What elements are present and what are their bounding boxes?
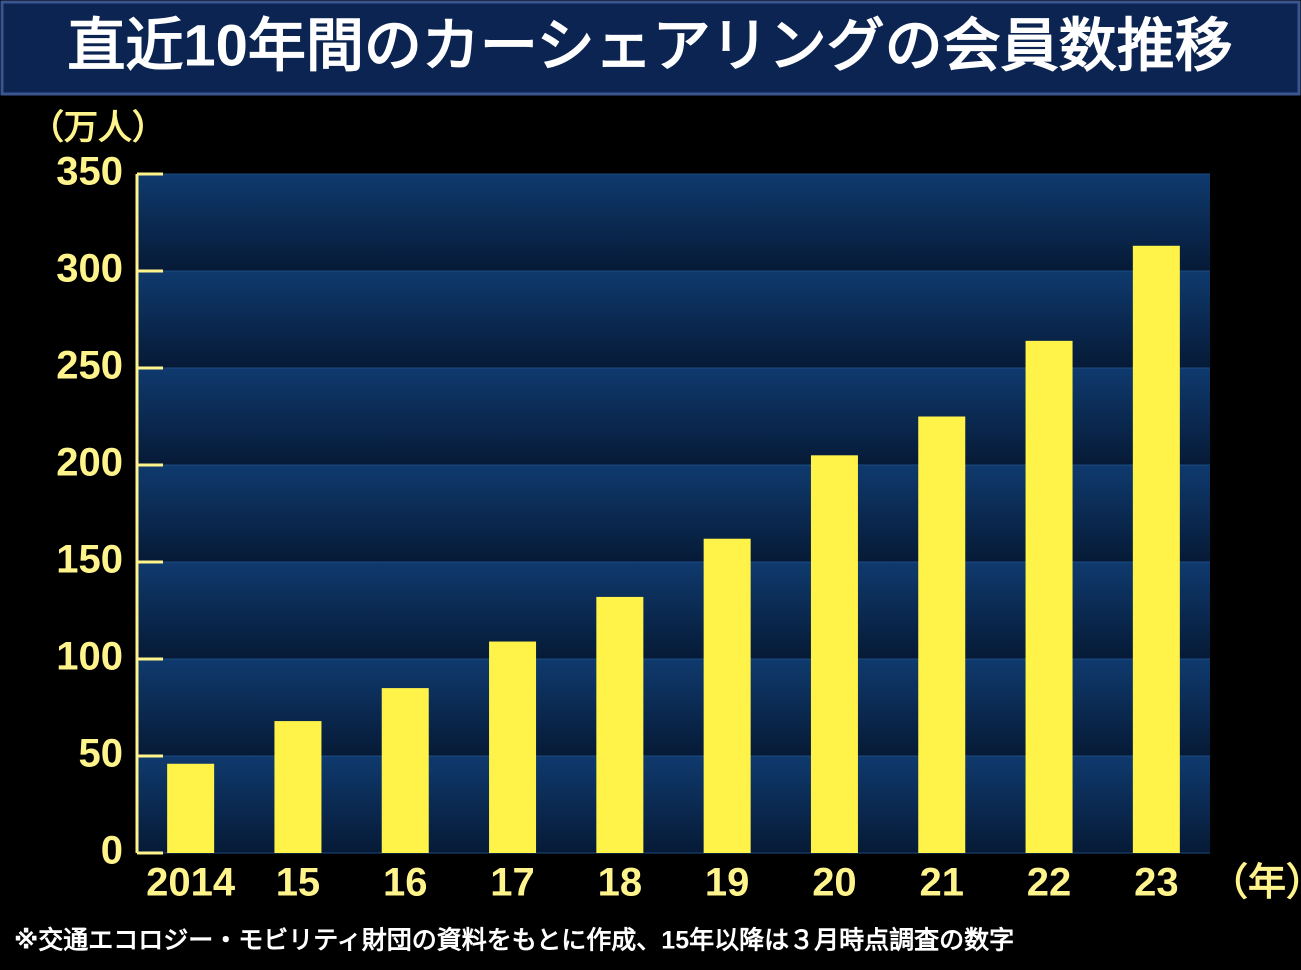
y-axis-label: （万人） <box>30 108 166 147</box>
x-tick-label: 2014 <box>146 861 236 905</box>
y-tick-label: 300 <box>56 247 123 291</box>
x-tick-label: 18 <box>598 861 643 905</box>
x-tick-label: 16 <box>383 861 428 905</box>
x-tick-label: 20 <box>812 861 857 905</box>
x-tick-label: 15 <box>276 861 321 905</box>
x-tick-label: 22 <box>1027 861 1072 905</box>
x-tick-label: 21 <box>920 861 965 905</box>
bar <box>274 721 322 853</box>
bar <box>381 688 429 853</box>
x-tick-label: 19 <box>705 861 750 905</box>
bar <box>489 641 537 853</box>
footnote: ※交通エコロジー・モビリティ財団の資料をもとに作成、15年以降は３月時点調査の数… <box>14 926 1014 955</box>
background-stripe <box>137 174 1210 271</box>
y-tick-label: 50 <box>79 732 124 776</box>
x-tick-label: 23 <box>1134 861 1179 905</box>
x-axis-label: （年） <box>1210 862 1301 904</box>
bar <box>1025 340 1073 854</box>
chart-title: 直近10年間のカーシェアリングの会員数推移 <box>67 13 1232 78</box>
title-banner <box>0 0 1301 96</box>
y-tick-label: 350 <box>56 150 123 194</box>
bar <box>918 416 966 853</box>
bar <box>1132 245 1180 853</box>
y-tick-label: 150 <box>56 538 123 582</box>
y-tick-label: 250 <box>56 344 123 388</box>
y-tick-label: 0 <box>101 829 123 873</box>
bar <box>810 455 858 853</box>
plot-area: 0 50 100 150 200 250 300 350 2014 15 16 17 18 19 20 21 2… <box>56 150 1210 905</box>
x-tick-label: 17 <box>490 861 535 905</box>
y-tick-label: 200 <box>56 441 123 485</box>
bar <box>596 596 644 853</box>
bar <box>167 763 215 853</box>
y-tick-label: 100 <box>56 635 123 679</box>
bar <box>703 538 751 853</box>
